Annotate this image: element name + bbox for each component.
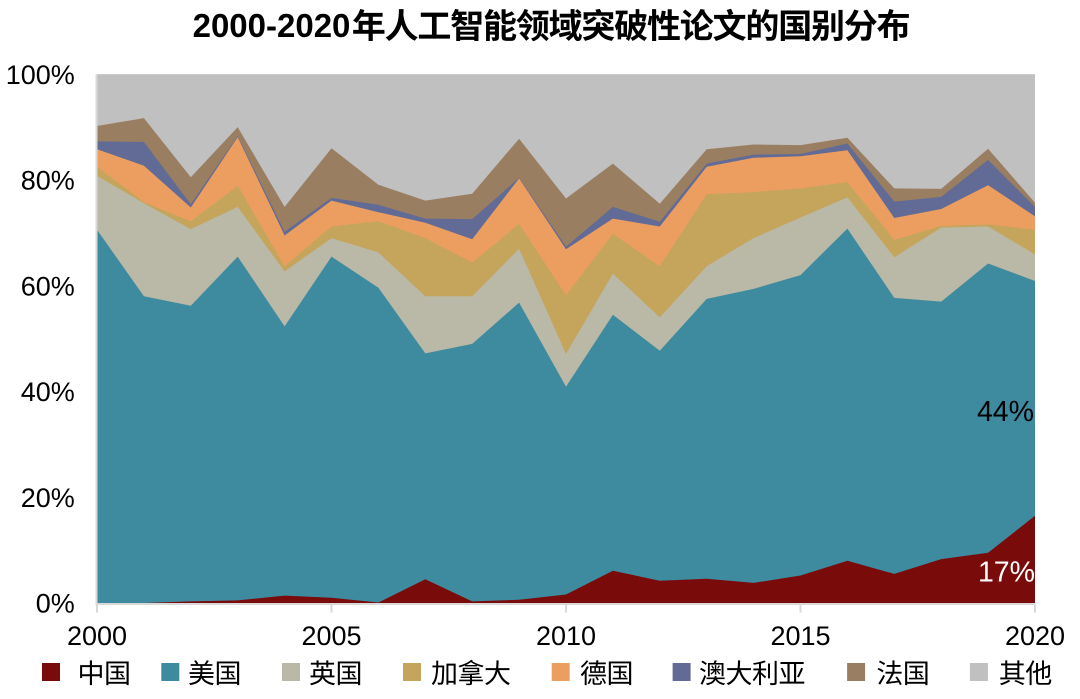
svg-text:60%: 60%	[21, 271, 75, 301]
svg-text:0%: 0%	[36, 589, 75, 619]
svg-text:2000: 2000	[67, 621, 127, 651]
svg-text:2020: 2020	[1005, 621, 1065, 651]
svg-text:20%: 20%	[21, 483, 75, 513]
svg-text:2005: 2005	[301, 621, 361, 651]
svg-text:2015: 2015	[770, 621, 830, 651]
svg-text:100%: 100%	[6, 60, 75, 90]
svg-text:17%: 17%	[978, 557, 1035, 589]
svg-text:40%: 40%	[21, 377, 75, 407]
svg-text:2000-2020: 2000-2020	[193, 7, 351, 44]
svg-text:80%: 80%	[21, 166, 75, 196]
svg-text:44%: 44%	[977, 396, 1034, 428]
svg-text:2010: 2010	[536, 621, 596, 651]
